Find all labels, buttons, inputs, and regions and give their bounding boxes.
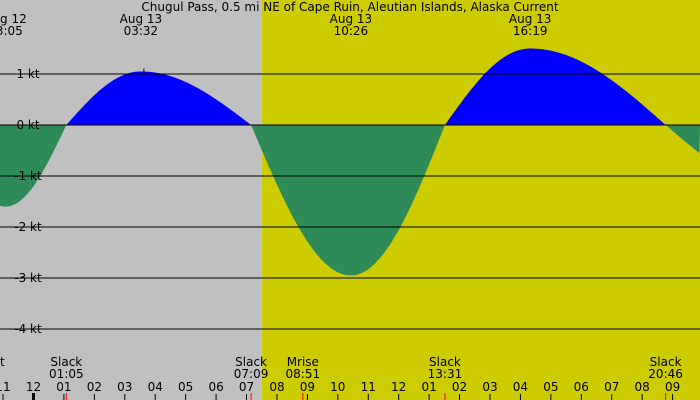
hour-label: 03 — [482, 380, 497, 394]
extreme-date-label: Aug 13 — [120, 12, 163, 26]
hour-label: 11 — [0, 380, 11, 394]
y-tick-label: -4 kt — [14, 322, 42, 336]
hour-label: 10 — [330, 380, 345, 394]
hour-label: 06 — [208, 380, 223, 394]
y-tick-label: -1 kt — [14, 169, 42, 183]
y-tick-label: 0 kt — [16, 118, 39, 132]
event-time-label: 01:05 — [49, 367, 84, 381]
ebb-current-area — [0, 125, 700, 276]
extreme-time-label: 03:32 — [124, 24, 159, 38]
hour-label: 08 — [635, 380, 650, 394]
hour-label: 03 — [117, 380, 132, 394]
night-background — [0, 0, 262, 400]
hour-label: 06 — [574, 380, 589, 394]
hour-label: 07 — [239, 380, 254, 394]
event-time-label: 20:46 — [648, 367, 683, 381]
extreme-time-label: 23:05 — [0, 24, 23, 38]
extreme-time-label: 10:26 — [334, 24, 369, 38]
hour-label: 09 — [300, 380, 315, 394]
y-tick-label: 1 kt — [16, 67, 39, 81]
event-label: Slack — [650, 355, 682, 369]
extreme-date-label: Aug 13 — [330, 12, 373, 26]
hour-label: 12 — [391, 380, 406, 394]
extreme-time-label: 16:19 — [513, 24, 548, 38]
event-label: Mrise — [287, 355, 319, 369]
hour-label: 02 — [452, 380, 467, 394]
hour-label: 01 — [421, 380, 436, 394]
y-gridlines — [0, 73, 700, 330]
hour-label: 02 — [87, 380, 102, 394]
hour-label: 01 — [56, 380, 71, 394]
y-tick-label: -3 kt — [14, 271, 42, 285]
hour-label: 04 — [148, 380, 163, 394]
hour-label: 05 — [543, 380, 558, 394]
hour-label: 04 — [513, 380, 528, 394]
hour-label: 09 — [665, 380, 680, 394]
hour-axis: 11 12 01 02 03 04 05 06 07 08 09 10 11 12 01 02 03 04 05 06… — [0, 380, 680, 400]
chart-title: Chugul Pass, 0.5 mi NE of Cape Ruin, Ale… — [141, 0, 559, 14]
hour-label: 07 — [604, 380, 619, 394]
hour-label: 05 — [178, 380, 193, 394]
event-label: Slack — [50, 355, 82, 369]
event-label: Slack — [235, 355, 267, 369]
extreme-date-label: Aug 13 — [509, 12, 552, 26]
extreme-date-label: Aug 12 — [0, 12, 27, 26]
hour-label: 11 — [361, 380, 376, 394]
left-edge-event-label: t — [0, 355, 5, 369]
event-time-label: 07:09 — [234, 367, 269, 381]
hour-label: 12 — [26, 380, 41, 394]
y-tick-labels: 1 kt 0 kt -1 kt -2 kt -3 kt -4 kt — [14, 67, 42, 336]
event-label: Slack — [429, 355, 461, 369]
event-time-label: 08:51 — [286, 367, 321, 381]
midnight-marker — [31, 393, 35, 400]
slack-and-moon-labels: Slack01:05Slack07:09Slack13:31Slack20:46… — [0, 355, 683, 381]
flood-current-area — [0, 48, 700, 125]
hour-label: 08 — [269, 380, 284, 394]
event-time-label: 13:31 — [428, 367, 463, 381]
y-tick-label: -2 kt — [14, 220, 42, 234]
